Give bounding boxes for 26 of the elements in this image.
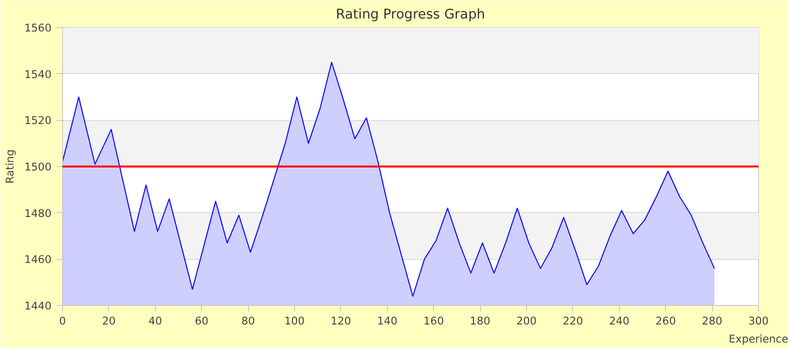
y-tick-label: 1500 bbox=[24, 160, 52, 174]
x-tick-label: 200 bbox=[516, 314, 537, 328]
x-axis-title: Experience bbox=[728, 332, 788, 346]
y-tick-label: 1520 bbox=[24, 114, 52, 128]
y-tick-label: 1560 bbox=[24, 22, 52, 34]
y-axis-title: Rating bbox=[3, 149, 16, 184]
y-tick-label: 1460 bbox=[24, 253, 52, 266]
x-tick-label: 240 bbox=[609, 314, 630, 328]
x-tick-label: 20 bbox=[102, 314, 116, 328]
x-tick-label: 120 bbox=[330, 314, 352, 328]
x-tick-label: 80 bbox=[241, 314, 256, 328]
x-tick-label: 140 bbox=[377, 314, 398, 328]
y-tick-label: 1540 bbox=[24, 68, 52, 81]
x-tick-label: 180 bbox=[470, 314, 490, 328]
x-tick-label: 100 bbox=[284, 314, 305, 328]
x-tick-label: 160 bbox=[424, 314, 444, 328]
x-tick-label: 60 bbox=[194, 314, 209, 328]
y-tick-label: 1440 bbox=[24, 300, 52, 312]
x-tick-label: 40 bbox=[148, 314, 162, 328]
x-tick-label: 220 bbox=[562, 314, 584, 328]
x-tick-label: 280 bbox=[702, 314, 722, 328]
chart-title: Rating Progress Graph bbox=[336, 8, 486, 22]
x-tick-label: 300 bbox=[748, 314, 769, 328]
x-tick-label: 0 bbox=[59, 314, 66, 328]
x-tick-label: 260 bbox=[656, 314, 676, 328]
y-tick-label: 1480 bbox=[24, 206, 52, 220]
